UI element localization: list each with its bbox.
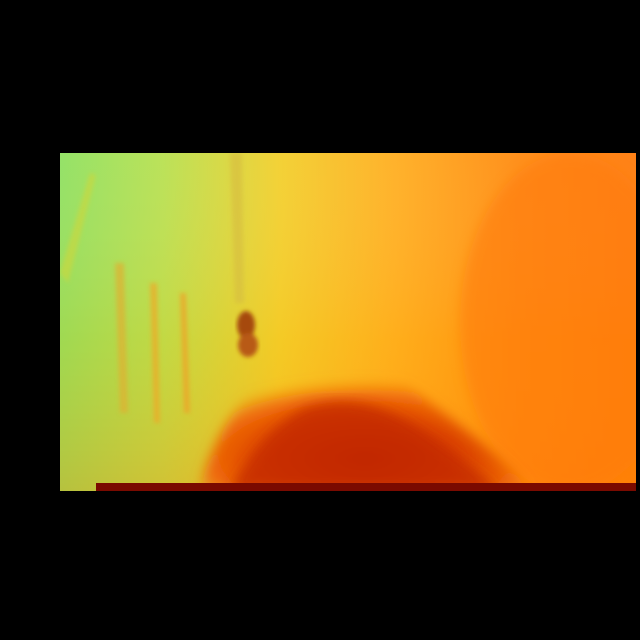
right-foliage	[460, 153, 636, 491]
tree-trunk	[180, 293, 190, 413]
small-animal	[237, 311, 258, 357]
depth-map-image	[60, 153, 636, 491]
near-ground-core	[230, 402, 500, 491]
tree-trunk	[230, 153, 244, 303]
depth-map-frame	[60, 153, 636, 491]
tree-trunk	[150, 283, 160, 423]
tree-trunks	[60, 153, 244, 423]
bottom-band	[96, 483, 636, 491]
tree-trunk	[60, 173, 96, 283]
tree-trunk	[115, 263, 128, 413]
